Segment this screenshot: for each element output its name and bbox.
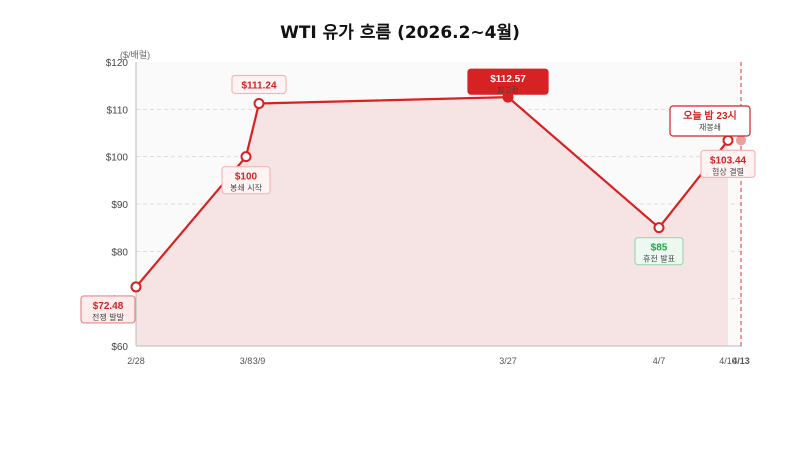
annotation-box bbox=[80, 295, 136, 324]
annotation-box bbox=[669, 105, 751, 137]
y-axis-unit: ($/배럴) bbox=[120, 50, 150, 60]
annotation-box bbox=[700, 149, 756, 178]
annotation-value: $100 bbox=[235, 172, 258, 183]
data-point bbox=[253, 97, 265, 109]
annotation-value: 오늘 밤 23시 bbox=[683, 109, 736, 122]
annotation-box bbox=[221, 166, 271, 195]
annotation-sub: 최고점 bbox=[497, 85, 519, 95]
annotation-box bbox=[231, 74, 287, 95]
annotation-sub: 휴전 발표 bbox=[643, 254, 675, 264]
y-tick-label: $90 bbox=[111, 200, 128, 211]
y-tick-label: $110 bbox=[106, 105, 128, 116]
y-tick-label: $120 bbox=[106, 58, 129, 69]
y-tick-label: $100 bbox=[106, 153, 129, 164]
annotation-value: $72.48 bbox=[93, 301, 124, 312]
y-tick-label: $80 bbox=[111, 247, 128, 258]
data-points bbox=[130, 91, 734, 293]
chart-title: WTI 유가 흐름 (2026.2~4월) bbox=[280, 23, 520, 43]
y-tick-label: $60 bbox=[111, 342, 128, 353]
annotation-value: $85 bbox=[651, 243, 668, 254]
x-tick-label: 4/13 bbox=[732, 356, 750, 366]
x-tick-label: 3/8 bbox=[240, 356, 253, 366]
data-point bbox=[653, 222, 665, 234]
today-point bbox=[736, 135, 746, 146]
data-point bbox=[722, 134, 734, 146]
annotation-value: $112.57 bbox=[490, 74, 526, 85]
today-marker bbox=[736, 62, 746, 346]
annotation-sub: 협상 결렬 bbox=[712, 166, 744, 176]
annotation-sub: 전쟁 발발 bbox=[92, 312, 125, 322]
axes: $60$70$80$90$100$110$120($/배럴)2/283/83/9… bbox=[106, 50, 750, 366]
x-tick-label: 2/28 bbox=[127, 356, 145, 366]
annotation-sub: 재봉쇄 bbox=[699, 123, 721, 132]
annotation-value: $103.44 bbox=[710, 155, 747, 166]
annotation-box bbox=[634, 237, 684, 266]
annotation-value: $111.24 bbox=[241, 80, 276, 91]
x-tick-label: 4/10 bbox=[719, 356, 737, 366]
x-tick-label: 3/27 bbox=[499, 356, 517, 366]
x-tick-label: 3/9 bbox=[253, 356, 266, 366]
annotation-sub: 봉쇄 시작 bbox=[230, 183, 263, 193]
data-point bbox=[240, 151, 252, 163]
area-fill bbox=[136, 97, 728, 346]
annotation-box bbox=[467, 68, 549, 95]
data-point bbox=[130, 281, 142, 293]
area-path bbox=[136, 97, 728, 346]
x-tick-label: 4/7 bbox=[653, 356, 666, 366]
